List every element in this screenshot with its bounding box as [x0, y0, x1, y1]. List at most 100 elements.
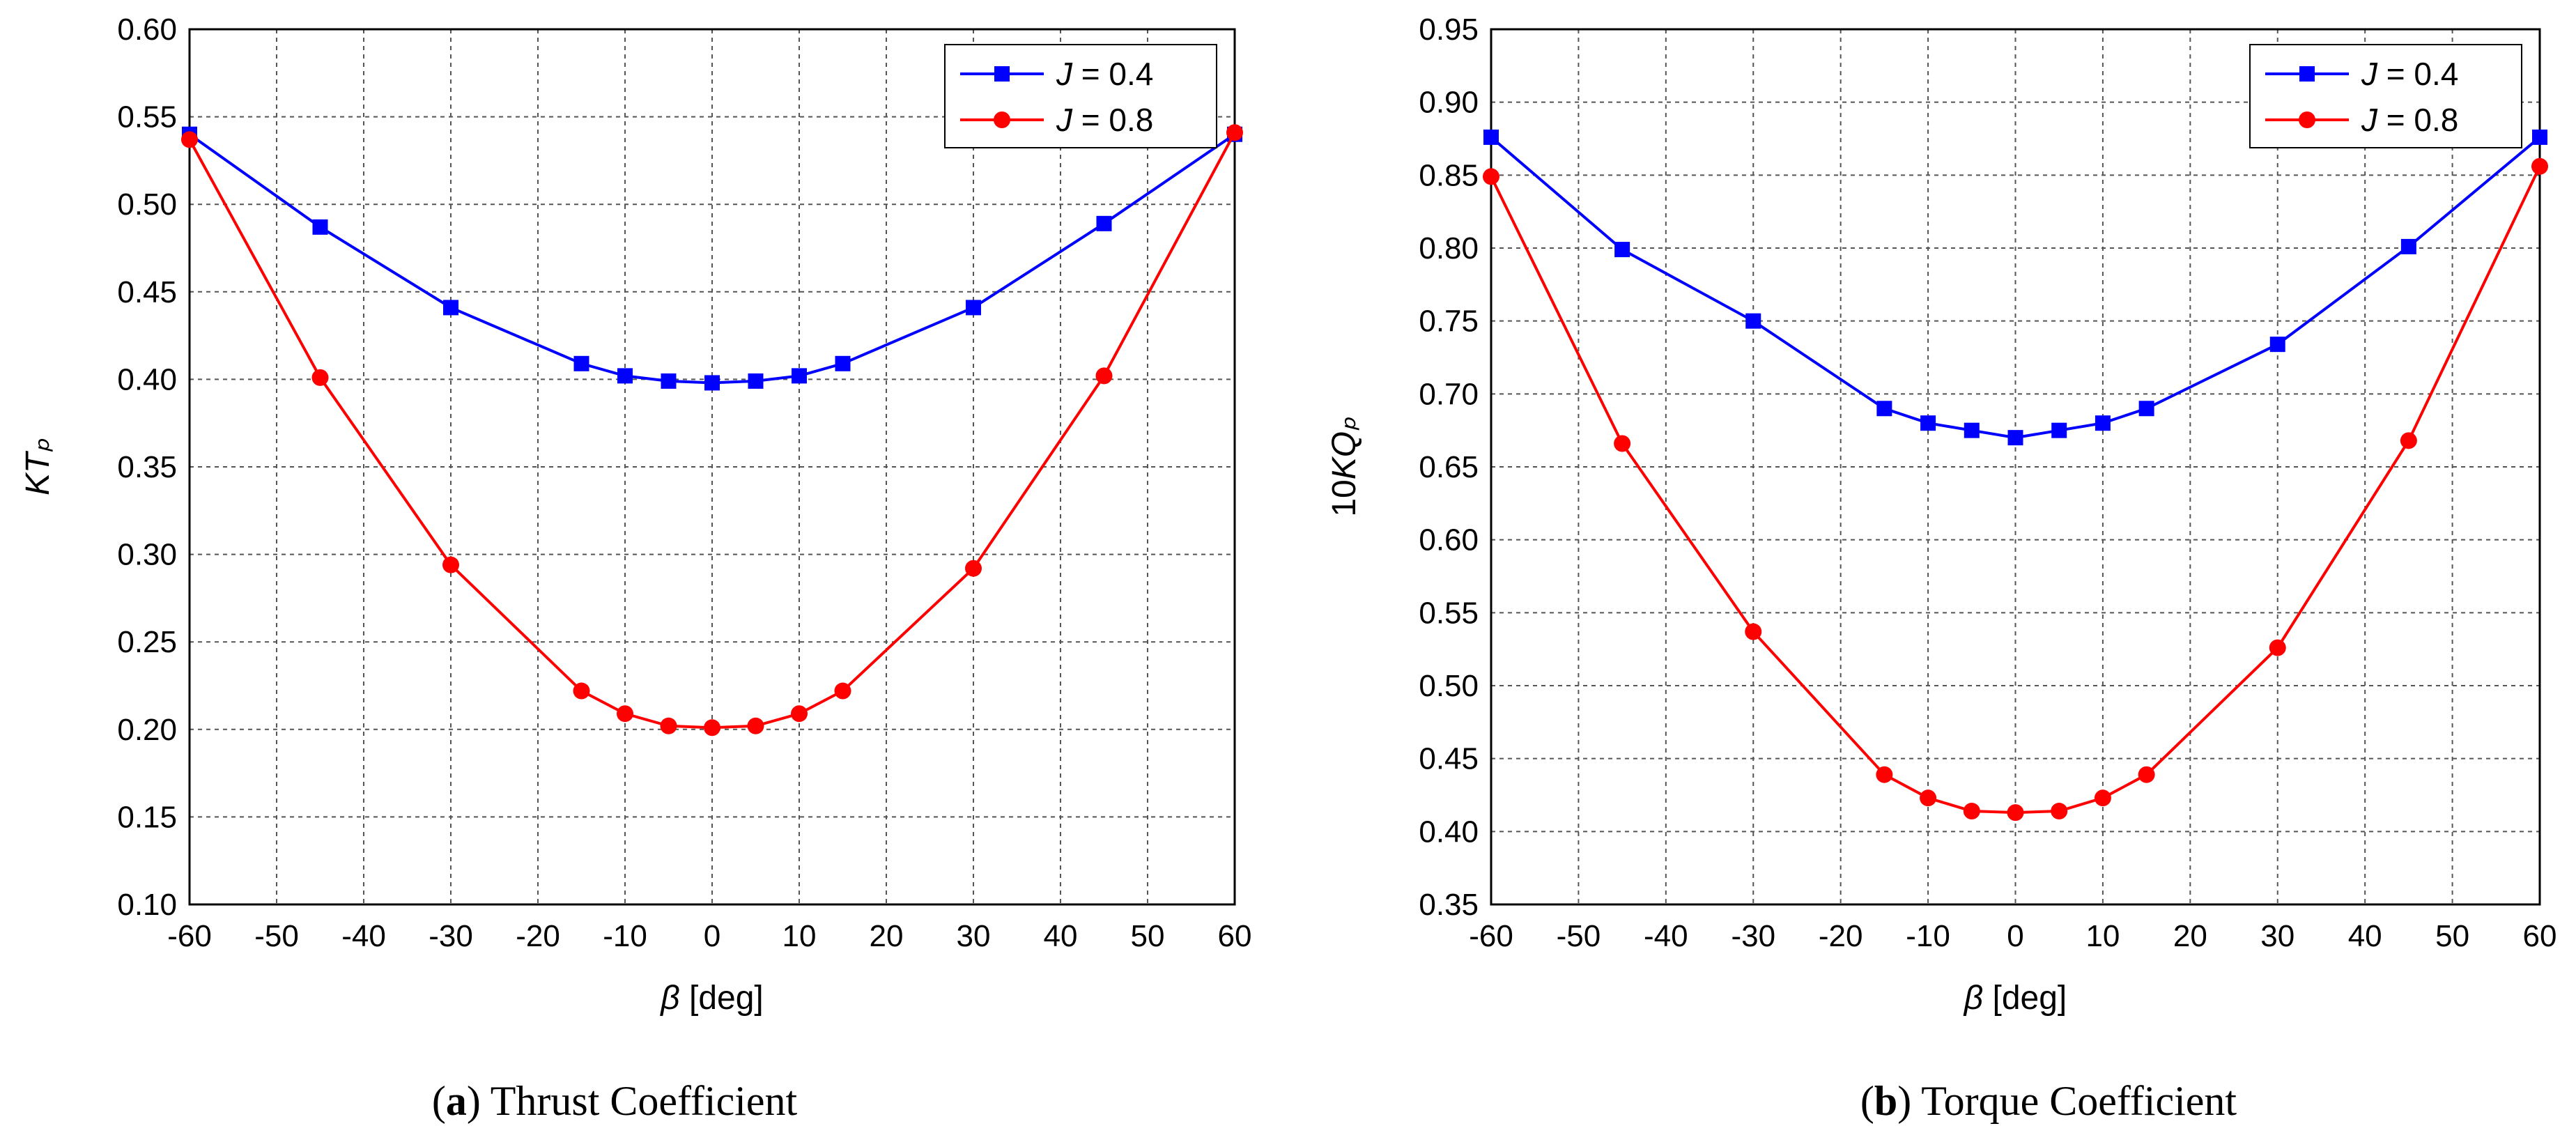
data-point-circle: [2269, 639, 2286, 656]
data-point-square: [443, 300, 458, 316]
data-point-square: [1745, 313, 1761, 329]
x-tick-label: -10: [603, 919, 647, 953]
data-point-circle: [2400, 432, 2417, 449]
panel-b-torque-chart: -60 -50 -40 -30 -20 -10 0 10 20 30 40 50 60 0.35 0.40 0…: [1326, 13, 2556, 1124]
y-tick-label: 0.95: [1419, 13, 1479, 47]
series-j-0-8: [181, 124, 1243, 737]
data-point-circle: [1226, 124, 1243, 141]
x-tick-label: 0: [704, 919, 720, 953]
y-tick-label: 0.30: [117, 538, 177, 572]
x-tick-label: -40: [341, 919, 386, 953]
x-tick-label: -50: [254, 919, 299, 953]
y-tick-label: 0.65: [1419, 450, 1479, 484]
x-tick-label: 20: [870, 919, 904, 953]
data-point-square: [1964, 422, 1980, 438]
data-point-square: [2007, 430, 2023, 446]
data-point-circle: [442, 556, 459, 573]
plot-frame: [188, 28, 1236, 906]
x-tick-label: -60: [167, 919, 212, 953]
y-tick-label: 0.35: [1419, 888, 1479, 922]
x-tick-label: 20: [2173, 919, 2207, 953]
legend-marker-square: [994, 66, 1010, 82]
y-tick-label: 0.80: [1419, 231, 1479, 265]
data-point-circle: [311, 369, 329, 386]
data-point-circle: [660, 717, 677, 734]
data-point-circle: [1920, 789, 1937, 807]
data-point-square: [312, 219, 328, 235]
x-tick-label: 10: [782, 919, 817, 953]
x-tick-label: -50: [1557, 919, 1601, 953]
y-tick-label: 0.50: [1419, 669, 1479, 703]
legend-label: J = 0.8: [2361, 102, 2458, 138]
data-point-square: [2051, 422, 2067, 438]
legend-marker-circle: [2299, 111, 2315, 128]
x-tick-label: -40: [1644, 919, 1688, 953]
data-point-square: [2400, 238, 2416, 254]
data-point-circle: [181, 131, 198, 148]
data-point-circle: [573, 682, 590, 700]
y-tick-label: 0.70: [1419, 377, 1479, 411]
y-tick-label: 0.55: [117, 100, 177, 134]
data-point-circle: [2531, 157, 2548, 175]
legend-label: J = 0.4: [2361, 56, 2458, 92]
data-point-square: [573, 355, 589, 371]
data-point-circle: [1876, 766, 1893, 783]
data-point-circle: [1483, 168, 1499, 185]
data-point-circle: [747, 717, 764, 734]
x-axis-label: β [deg]: [1963, 980, 2067, 1017]
y-tick-label: 0.20: [117, 713, 177, 747]
x-tick-label: 10: [2085, 919, 2120, 953]
data-point-square: [661, 373, 677, 389]
data-point-square: [1483, 129, 1499, 145]
data-point-circle: [2007, 804, 2024, 822]
x-tick-label: 50: [2435, 919, 2469, 953]
data-point-circle: [791, 705, 808, 723]
panel-caption: (b) Torque Coefficient: [1860, 1078, 2237, 1124]
legend: J = 0.4 J = 0.8: [2249, 44, 2522, 148]
data-point-circle: [2094, 789, 2111, 807]
data-point-square: [1920, 415, 1936, 431]
x-tick-label: 30: [957, 919, 991, 953]
x-axis-label: β [deg]: [659, 980, 764, 1017]
y-axis-label: 10KQₚ: [1326, 417, 1363, 517]
x-tick-label: 60: [1218, 919, 1252, 953]
x-tick-label: 30: [2260, 919, 2295, 953]
data-point-square: [1614, 242, 1630, 258]
legend-label: J = 0.4: [1056, 56, 1153, 92]
data-point-circle: [617, 705, 633, 723]
x-tick-label: 60: [2523, 919, 2557, 953]
data-point-square: [1096, 215, 1112, 231]
series-j-0-8: [1483, 157, 2548, 822]
series-j-0-4: [182, 126, 1242, 391]
x-tick-label: 50: [1131, 919, 1165, 953]
plot-frame: [1490, 28, 2541, 906]
data-point-square: [1876, 401, 1892, 417]
x-tick-label: -20: [516, 919, 560, 953]
data-point-circle: [965, 560, 982, 577]
y-tick-label: 0.50: [117, 187, 177, 222]
x-tick-label: -60: [1469, 919, 1513, 953]
data-point-square: [966, 300, 981, 316]
y-tick-label: 0.55: [1419, 596, 1479, 630]
data-point-square: [617, 368, 633, 384]
data-point-circle: [2051, 803, 2068, 820]
x-tick-label: 0: [2007, 919, 2023, 953]
y-tick-label: 0.75: [1419, 305, 1479, 339]
x-tick-label: 40: [1044, 919, 1078, 953]
data-point-circle: [1745, 623, 1762, 640]
y-tick-label: 0.60: [117, 13, 177, 47]
x-tick-label: -30: [429, 919, 473, 953]
y-tick-label: 0.90: [1419, 86, 1479, 120]
data-point-circle: [834, 682, 851, 700]
x-tick-label: -10: [1906, 919, 1950, 953]
data-point-circle: [1614, 435, 1631, 452]
x-tick-label: -20: [1819, 919, 1863, 953]
series-j-0-4: [1483, 129, 2547, 446]
data-point-square: [2095, 415, 2111, 431]
panel-caption: (a) Thrust Coefficient: [432, 1078, 798, 1124]
data-point-circle: [704, 719, 720, 737]
legend-marker-square: [2299, 66, 2315, 82]
data-point-circle: [2138, 766, 2155, 783]
grid: [1491, 29, 2540, 904]
